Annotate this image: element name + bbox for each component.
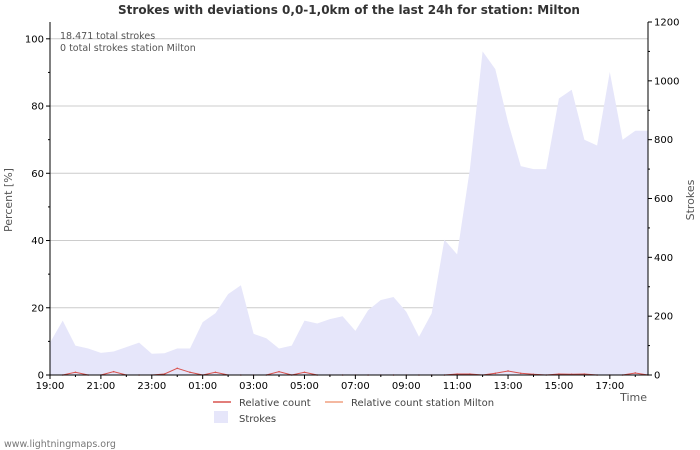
- left-tick-label: 80: [31, 102, 44, 113]
- credit: www.lightningmaps.org: [4, 439, 116, 450]
- relative-count-point: [176, 367, 179, 370]
- x-tick-label: 21:00: [86, 381, 115, 392]
- legend-strokes-swatch: [214, 411, 228, 423]
- x-tick-label: 03:00: [239, 381, 268, 392]
- relative-count-point: [634, 372, 637, 374]
- right-tick-label: 400: [654, 253, 673, 264]
- relative-count-point: [74, 371, 77, 374]
- left-axis-ticks: 0 20 40 60 80 100: [25, 34, 50, 382]
- relative-count-point: [303, 371, 306, 374]
- right-tick-label: 1200: [654, 18, 679, 29]
- x-tick-label: 13:00: [494, 381, 523, 392]
- strokes-area: [50, 51, 648, 376]
- y-right-label: Strokes: [684, 179, 697, 220]
- legend-strokes: Strokes: [239, 414, 276, 425]
- relative-count-point: [469, 373, 471, 375]
- relative-count-point: [163, 373, 166, 375]
- relative-count-point: [519, 372, 522, 375]
- legend: Relative count Relative count station Mi…: [213, 398, 494, 425]
- left-tick-label: 60: [31, 169, 44, 180]
- relative-count-point: [456, 373, 458, 375]
- left-tick-label: 0: [38, 371, 44, 382]
- right-tick-label: 600: [654, 194, 673, 205]
- left-tick-label: 100: [25, 34, 44, 45]
- legend-relative-count-station: Relative count station Milton: [351, 398, 494, 409]
- info-total-strokes: 18.471 total strokes: [60, 31, 155, 42]
- x-tick-label: 07:00: [341, 381, 370, 392]
- x-tick-label: 19:00: [36, 381, 65, 392]
- x-tick-label: 11:00: [443, 381, 472, 392]
- relative-count-point: [558, 373, 560, 375]
- right-tick-label: 200: [654, 312, 673, 323]
- relative-count-point: [214, 371, 217, 374]
- x-tick-label: 17:00: [595, 381, 624, 392]
- chart-title: Strokes with deviations 0,0-1,0km of the…: [118, 3, 580, 17]
- relative-count-point: [112, 370, 115, 373]
- relative-count-point: [494, 372, 497, 375]
- right-axis-ticks: 0 200 400 600 800 1000 1200: [648, 18, 679, 382]
- left-tick-label: 40: [31, 236, 44, 247]
- y-left-label: Percent [%]: [2, 168, 15, 232]
- x-tick-label: 01:00: [188, 381, 217, 392]
- info-station-strokes: 0 total strokes station Milton: [60, 43, 196, 54]
- x-axis-label: Time: [619, 391, 647, 404]
- relative-count-point: [278, 370, 280, 373]
- x-axis-ticks: 19:00 21:00 23:00 01:00 03:00 05:00 07:00 09:00…: [36, 375, 636, 392]
- left-tick-label: 20: [31, 303, 44, 314]
- right-tick-label: 0: [654, 371, 660, 382]
- relative-count-point: [189, 371, 191, 374]
- right-tick-label: 800: [654, 135, 673, 146]
- x-tick-label: 15:00: [545, 381, 574, 392]
- legend-relative-count: Relative count: [239, 398, 311, 409]
- x-tick-label: 09:00: [392, 381, 421, 392]
- relative-count-point: [583, 373, 586, 375]
- right-tick-label: 1000: [654, 76, 679, 87]
- x-tick-label: 05:00: [290, 381, 319, 392]
- x-tick-label: 23:00: [137, 381, 166, 392]
- relative-count-point: [507, 370, 509, 372]
